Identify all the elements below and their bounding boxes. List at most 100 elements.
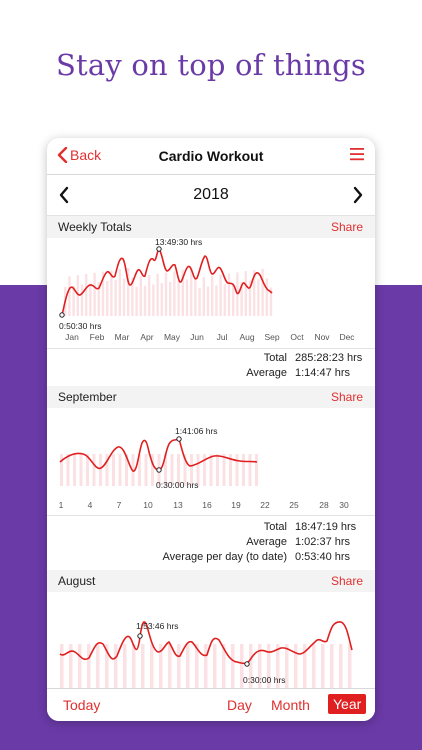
day-tick-label: 4 xyxy=(88,500,93,510)
september-bar xyxy=(92,454,96,486)
september-bar xyxy=(177,454,180,486)
weekly-bar xyxy=(143,285,147,316)
tab-today[interactable]: Today xyxy=(63,697,101,713)
september-bar xyxy=(248,454,252,486)
navigation-bar: Back Cardio Workout xyxy=(47,138,375,175)
august-bar xyxy=(330,644,334,688)
weekly-bar xyxy=(185,279,189,316)
weekly-bar xyxy=(156,273,159,316)
september-bar xyxy=(99,454,102,486)
tab-bar: Today Day Month Year xyxy=(47,688,375,721)
weekly-share-button[interactable]: Share xyxy=(330,220,363,234)
weekly-bar xyxy=(97,282,100,316)
august-bar xyxy=(348,644,352,688)
august-bar xyxy=(222,644,226,688)
month-tick-label: Jul xyxy=(217,332,228,342)
weekly-bar xyxy=(110,270,113,316)
day-tick-label: 10 xyxy=(143,500,153,510)
august-bar xyxy=(87,644,91,688)
month-tick-label: Nov xyxy=(314,332,330,342)
weekly-bar xyxy=(127,268,130,316)
next-year-button[interactable] xyxy=(353,186,363,209)
weekly-bar xyxy=(114,279,117,316)
back-button[interactable]: Back xyxy=(57,147,101,163)
august-bar xyxy=(168,644,172,688)
september-bar xyxy=(73,454,76,486)
august-share-button[interactable]: Share xyxy=(330,574,363,588)
september-max-marker xyxy=(176,436,182,442)
august-min-marker xyxy=(244,661,250,667)
tab-year[interactable]: Year xyxy=(328,694,367,714)
september-bar xyxy=(164,454,167,486)
headline: Stay on top of things xyxy=(55,48,366,82)
august-bar xyxy=(60,644,64,688)
august-bar xyxy=(195,644,199,688)
august-bar xyxy=(231,644,235,688)
weekly-bar xyxy=(215,285,218,316)
weekly-bars xyxy=(64,268,273,316)
august-label: August xyxy=(58,574,96,588)
september-bar xyxy=(138,454,141,486)
hamburger-menu-icon xyxy=(350,148,364,161)
weekly-month-axis: Jan Feb Mar Apr May Jun Jul Aug Sep Oct Nov Dec xyxy=(65,332,355,342)
september-total-value: 18:47:19 hrs xyxy=(295,521,357,533)
weekly-bar xyxy=(269,287,273,316)
day-tick-label: 7 xyxy=(117,500,122,510)
september-average-label: Average xyxy=(246,536,287,548)
weekly-bar xyxy=(68,276,71,316)
september-bar xyxy=(255,454,258,486)
weekly-bar xyxy=(198,287,201,316)
september-average-value: 1:02:37 hrs xyxy=(295,536,351,548)
september-bar xyxy=(190,454,193,486)
tab-day[interactable]: Day xyxy=(227,697,252,713)
weekly-line xyxy=(61,248,273,316)
weekly-bar xyxy=(190,269,193,316)
menu-button[interactable] xyxy=(349,146,365,167)
september-day-axis: 1 4 7 10 13 16 19 22 25 28 30 xyxy=(59,500,349,510)
september-bar xyxy=(60,454,63,486)
month-tick-label: May xyxy=(164,332,181,342)
weekly-bar xyxy=(240,281,243,316)
phone-frame: Back Cardio Workout 2018 Weekly Totals S… xyxy=(47,138,375,721)
weekly-bar xyxy=(253,270,256,316)
weekly-stats: Total 285:28:23 hrs Average 1:14:47 hrs xyxy=(47,348,375,385)
weekly-bar xyxy=(106,281,109,316)
august-bar xyxy=(96,644,100,688)
september-bar xyxy=(183,454,187,486)
weekly-average-label: Average xyxy=(246,367,287,379)
weekly-totals-label: Weekly Totals xyxy=(58,220,132,234)
september-bar xyxy=(222,454,226,486)
september-bar xyxy=(66,454,70,486)
day-tick-label: 19 xyxy=(231,500,241,510)
weekly-average-value: 1:14:47 hrs xyxy=(295,367,351,379)
august-bar xyxy=(267,644,271,688)
september-bar xyxy=(229,454,232,486)
tab-month[interactable]: Month xyxy=(271,697,310,713)
year-label: 2018 xyxy=(193,186,229,203)
august-bar xyxy=(105,644,109,688)
month-tick-label: Jan xyxy=(65,332,79,342)
weekly-bar xyxy=(206,286,210,316)
weekly-bar xyxy=(232,283,235,316)
august-bar xyxy=(276,644,280,688)
september-bar xyxy=(235,454,239,486)
august-line xyxy=(59,621,353,665)
september-min-label: 0:30:00 hrs xyxy=(156,480,199,490)
september-total-row: Total 18:47:19 hrs xyxy=(47,521,375,535)
august-bar xyxy=(69,644,73,688)
august-bar xyxy=(312,644,316,688)
august-bar xyxy=(339,644,343,688)
september-chart: 1:41:06 hrs 0:30:00 hrs 1 4 7 10 13 16 19 22 25 2… xyxy=(59,426,349,510)
weekly-bar xyxy=(227,273,231,316)
september-line xyxy=(59,437,258,472)
weekly-bar xyxy=(223,284,226,316)
august-bar xyxy=(321,644,325,688)
previous-year-button[interactable] xyxy=(59,186,69,209)
august-bar xyxy=(240,644,244,688)
day-tick-label: 25 xyxy=(289,500,299,510)
weekly-bar xyxy=(122,278,126,316)
weekly-bar xyxy=(135,286,138,316)
weekly-total-row: Total 285:28:23 hrs xyxy=(47,352,375,366)
month-tick-label: Sep xyxy=(264,332,279,342)
september-share-button[interactable]: Share xyxy=(330,390,363,404)
